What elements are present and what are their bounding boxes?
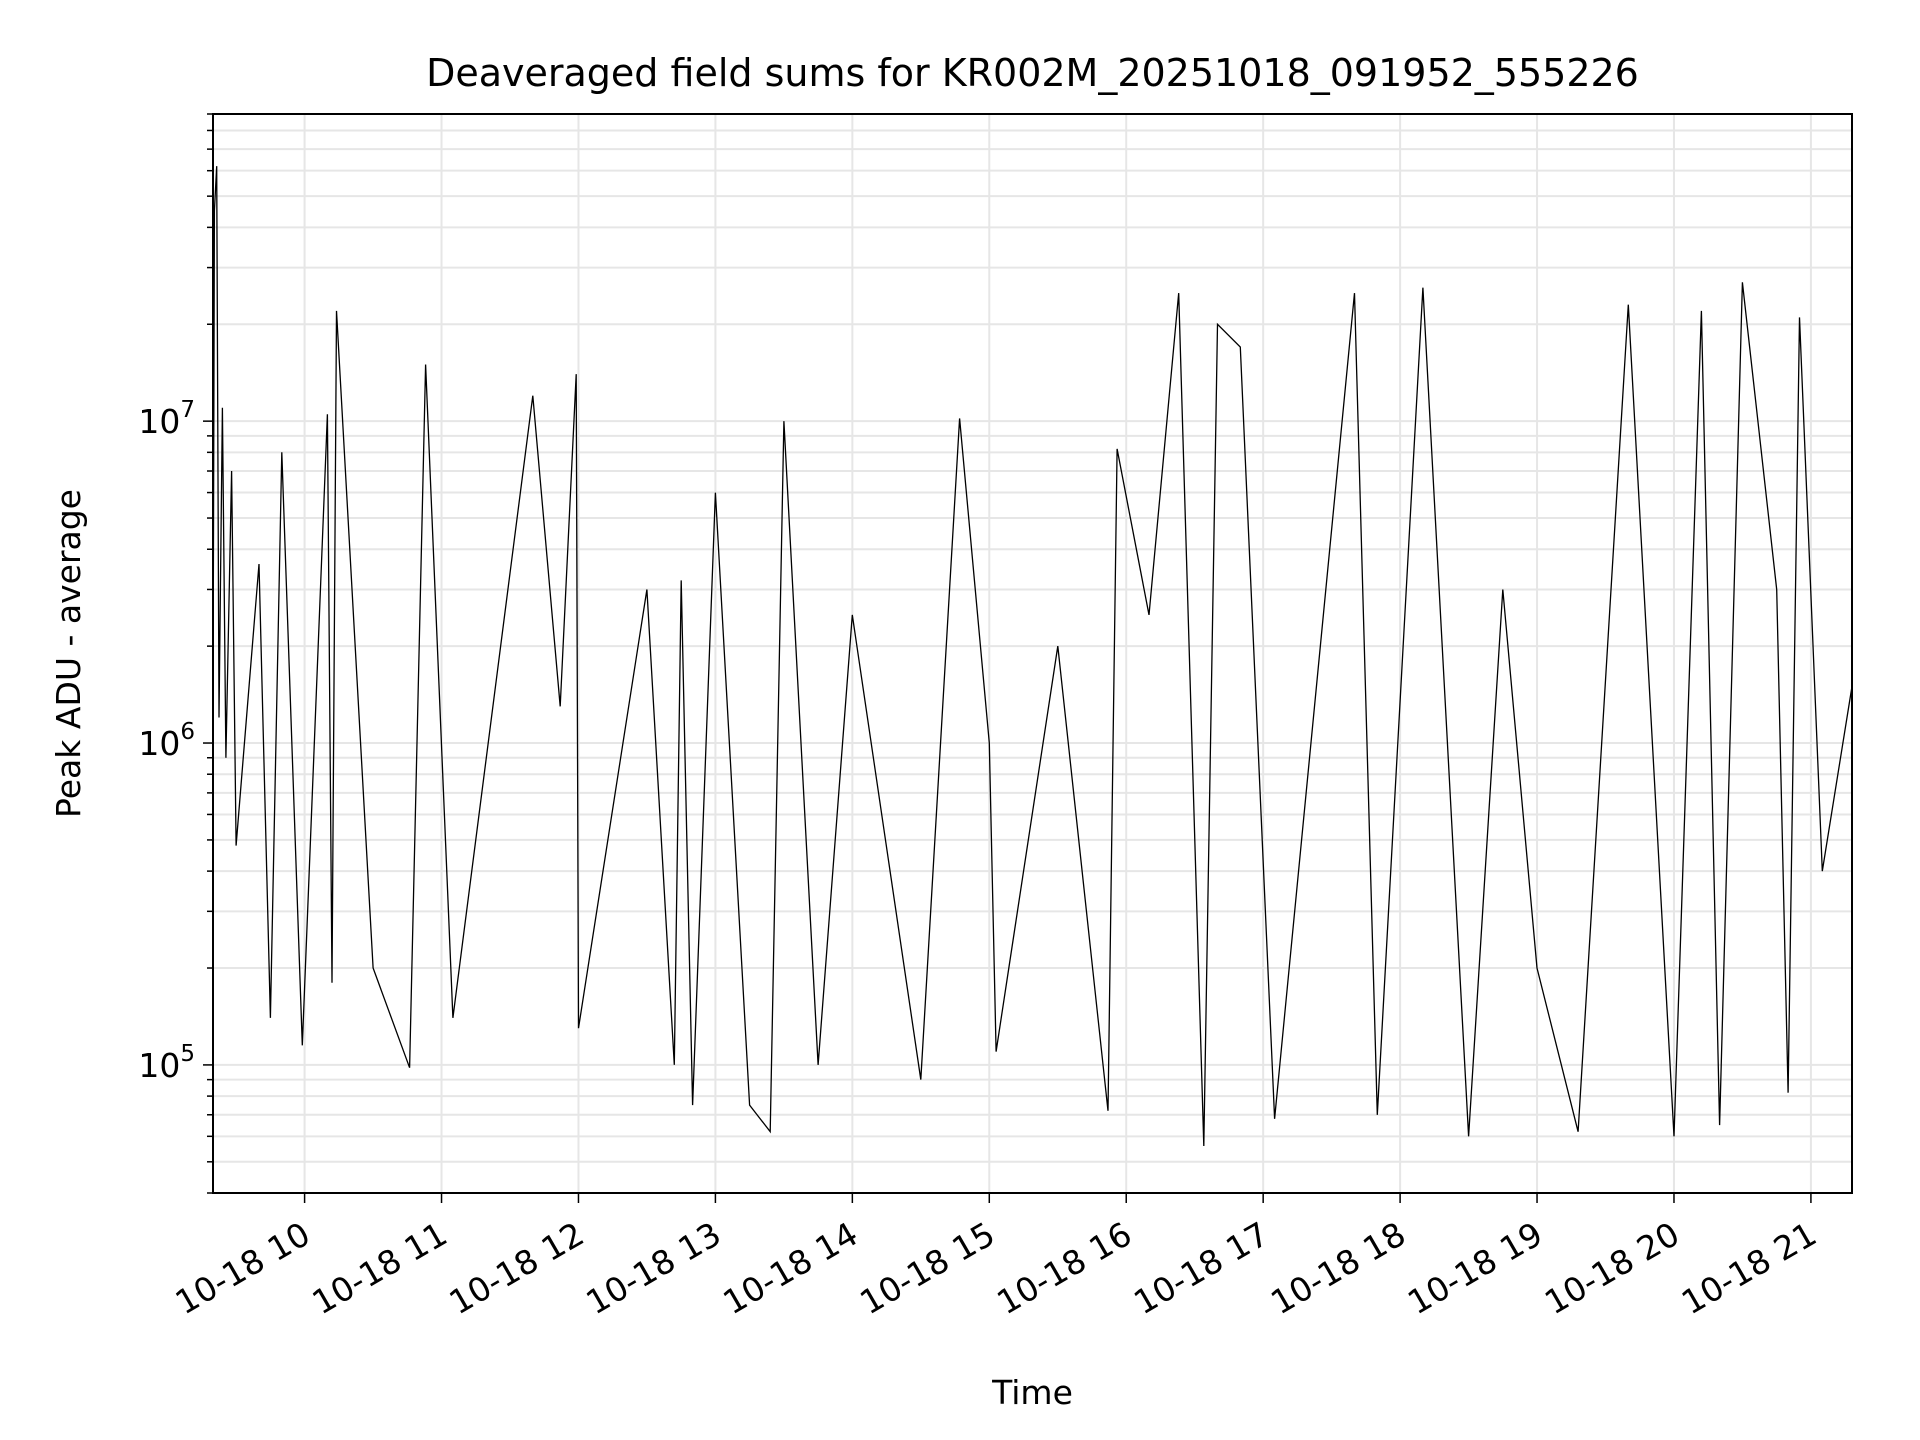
series-line bbox=[212, 166, 1853, 1147]
y-tick-label-exponent: 6 bbox=[180, 719, 195, 745]
y-tick-label-base: 10 bbox=[138, 1046, 180, 1085]
y-tick-label: 107 bbox=[138, 397, 195, 441]
x-axis-label: Time bbox=[991, 1373, 1073, 1412]
y-tick-label-base: 10 bbox=[138, 402, 180, 441]
axes-frame bbox=[212, 113, 1853, 1194]
y-tick-label-exponent: 7 bbox=[180, 397, 195, 423]
line-layer bbox=[212, 166, 1853, 1147]
y-tick-label: 106 bbox=[138, 719, 195, 763]
y-tick-label-exponent: 5 bbox=[180, 1041, 195, 1067]
y-axis-label: Peak ADU - average bbox=[49, 489, 88, 818]
y-tick-label-base: 10 bbox=[138, 724, 180, 763]
y-tick-label: 105 bbox=[138, 1041, 195, 1085]
chart-title: Deaveraged field sums for KR002M_2025101… bbox=[426, 51, 1639, 95]
